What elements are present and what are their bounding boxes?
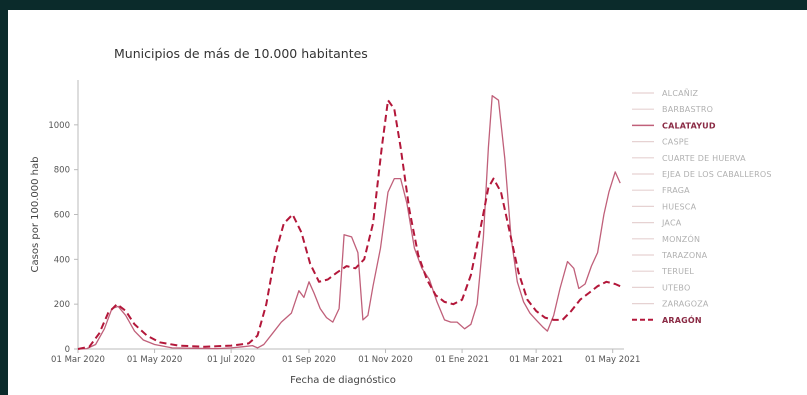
legend-item[interactable]: EJEA DE LOS CABALLEROS xyxy=(632,170,772,179)
x-tick-label: 01 Sep 2020 xyxy=(282,355,336,365)
series-line-aragon xyxy=(77,99,621,350)
legend-item[interactable]: TERUEL xyxy=(632,267,694,276)
y-tick-label: 0 xyxy=(65,345,70,355)
legend-label: CALATAYUD xyxy=(662,121,716,130)
legend-label: BARBASTRO xyxy=(662,105,713,114)
series-line-calatayud xyxy=(77,95,621,350)
x-axis-label: Fecha de diagnóstico xyxy=(290,374,396,386)
x-tick-label: 01 Nov 2020 xyxy=(358,355,412,365)
x-tick-label: 01 Ene 2021 xyxy=(435,355,489,365)
legend-item[interactable]: MONZÓN xyxy=(632,233,700,244)
x-tick-label: 01 May 2021 xyxy=(585,355,640,365)
y-tick-label: 600 xyxy=(54,211,70,221)
y-axis-label: Casos por 100.000 hab xyxy=(30,157,41,273)
legend-item[interactable]: UTEBO xyxy=(632,283,690,292)
legend-item[interactable]: ARAGÓN xyxy=(632,314,702,325)
legend-label: HUESCA xyxy=(662,202,697,211)
x-tick-label: 01 Jul 2020 xyxy=(207,355,255,365)
legend-label: TARAZONA xyxy=(661,251,708,260)
legend-item[interactable]: CASPE xyxy=(632,138,689,147)
legend-item[interactable]: CALATAYUD xyxy=(632,121,716,130)
x-tick-label: 01 Mar 2021 xyxy=(509,355,563,365)
legend-label: EJEA DE LOS CABALLEROS xyxy=(662,170,772,179)
legend: ALCAÑIZ BARBASTRO CALATAYUD CASPE CUARTE DE … xyxy=(632,88,772,325)
legend-label: ZARAGOZA xyxy=(662,300,709,309)
legend-label: TERUEL xyxy=(661,267,694,276)
y-tick-label: 1000 xyxy=(48,121,70,131)
legend-item[interactable]: ALCAÑIZ xyxy=(632,88,699,98)
legend-item[interactable]: ZARAGOZA xyxy=(632,300,709,309)
legend-label: ARAGÓN xyxy=(662,314,702,325)
legend-item[interactable]: JACA xyxy=(632,219,682,228)
chart-title: Municipios de más de 10.000 habitantes xyxy=(114,46,368,61)
legend-item[interactable]: CUARTE DE HUERVA xyxy=(632,154,746,163)
series-group xyxy=(77,95,621,350)
y-tick-label: 800 xyxy=(54,166,70,176)
x-tick-label: 01 May 2020 xyxy=(127,355,182,365)
legend-label: CUARTE DE HUERVA xyxy=(662,154,746,163)
x-tick-label: 01 Mar 2020 xyxy=(51,355,105,365)
legend-item[interactable]: HUESCA xyxy=(632,202,697,211)
legend-label: MONZÓN xyxy=(662,233,700,244)
legend-label: JACA xyxy=(661,219,682,228)
legend-label: ALCAÑIZ xyxy=(662,88,699,98)
legend-item[interactable]: TARAZONA xyxy=(632,251,708,260)
legend-item[interactable]: FRAGA xyxy=(632,186,690,195)
legend-label: UTEBO xyxy=(662,283,690,292)
y-tick-label: 400 xyxy=(54,255,70,265)
y-tick-label: 200 xyxy=(54,300,70,310)
axes: 0 200 400 600 800 1000 01 Mar 2020 01 May 2020 0… xyxy=(48,80,640,365)
legend-item[interactable]: BARBASTRO xyxy=(632,105,713,114)
legend-label: FRAGA xyxy=(662,186,690,195)
legend-label: CASPE xyxy=(662,138,689,147)
